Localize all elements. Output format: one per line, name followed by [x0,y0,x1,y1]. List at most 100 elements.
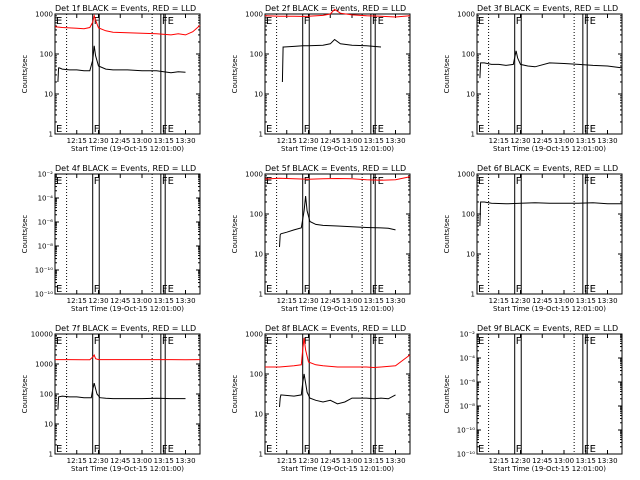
marker-label-bottom: FE [584,444,596,455]
y-tick-label: 1000 [245,11,263,19]
marker-label-top: E [56,336,62,347]
x-tick-label: 13:00 [132,297,152,305]
y-tick-label: 1 [49,131,53,139]
x-tick-label: 12:15 [489,297,509,305]
panel-title: Det 6f BLACK = Events, RED = LLD [477,164,618,173]
marker-label-bottom: FE [584,284,596,295]
marker-label-top: F [304,16,310,27]
x-tick-label: 12:15 [67,297,87,305]
marker-label-top: FE [584,336,596,347]
x-axis-label: Start Time (19-Oct-15 12:01:00) [281,145,394,153]
x-tick-label: 12:15 [67,457,87,465]
marker-label-bottom: F [516,124,522,135]
marker-label-top: F [94,336,100,347]
y-tick-label: 10 [466,251,475,259]
marker-label-bottom: FE [372,124,384,135]
marker-label-top: FE [372,16,384,27]
y-tick-label: 10 [254,251,263,259]
marker-label-top: FE [372,176,384,187]
panel-title: Det 2f BLACK = Events, RED = LLD [265,4,406,13]
y-tick-label: 1 [471,291,475,299]
x-tick-label: 13:30 [597,137,617,145]
y-tick-label: 10⁻² [38,171,54,179]
marker-label-top: E [478,336,484,347]
x-tick-label: 13:30 [175,137,195,145]
y-tick-label: 10⁻¹⁰ [457,427,475,435]
x-axis-label: Start Time (19-Oct-15 12:01:00) [493,305,606,313]
panel-title: Det 3f BLACK = Events, RED = LLD [477,4,618,13]
x-axis-label: Start Time (19-Oct-15 12:01:00) [493,465,606,473]
marker-label-top: F [516,176,522,187]
x-tick-label: 13:00 [554,457,574,465]
x-tick-label: 12:30 [88,297,108,305]
panel-4: Det 4f BLACK = Events, RED = LLD 10⁻¹⁰ 10⁻… [21,164,201,313]
x-tick-label: 13:30 [597,457,617,465]
marker-label-bottom: FE [584,124,596,135]
y-tick-label: 10⁻⁸ [460,403,476,411]
marker-label-bottom: F [304,124,310,135]
marker-label-bottom: F [304,284,310,295]
marker-label-bottom: FE [162,124,174,135]
y-tick-label: 10⁻² [460,331,476,339]
panel-5: Det 5f BLACK = Events, RED = LLD 1 10 100 10… [231,164,411,313]
x-tick-label: 12:30 [510,297,530,305]
y-axis-label: Counts/sec [443,375,451,414]
y-tick-label: 10⁻⁴ [460,355,476,363]
x-tick-label: 13:30 [385,297,405,305]
plot-frame [54,13,201,135]
marker-label-top: F [94,16,100,27]
panel-7: Det 7f BLACK = Events, RED = LLD 1 10 100 10… [21,324,201,473]
x-tick-label: 13:15 [364,297,384,305]
marker-label-top: FE [372,336,384,347]
y-tick-label: 10 [466,91,475,99]
y-tick-label: 1 [471,131,475,139]
marker-label-top: E [266,176,272,187]
marker-label-bottom: E [478,444,484,455]
x-axis-label: Start Time (19-Oct-15 12:01:00) [71,305,184,313]
y-axis-label: Counts/sec [21,215,29,254]
plot-frame [54,173,201,295]
x-tick-label: 12:30 [298,297,318,305]
panel-3: Det 3f BLACK = Events, RED = LLD 1 10 100 10… [443,4,623,153]
marker-label-bottom: FE [162,284,174,295]
panel-1: Det 1f BLACK = Events, RED = LLD 1 10 100 10… [21,4,201,153]
x-tick-label: 13:15 [364,457,384,465]
panel-2: Det 2f BLACK = Events, RED = LLD 1 10 100 10… [231,4,411,153]
marker-label-top: E [478,176,484,187]
series-line-red [54,13,201,36]
plot-frame [54,333,201,455]
x-tick-label: 13:00 [342,457,362,465]
x-tick-label: 12:15 [277,297,297,305]
marker-label-top: FE [162,336,174,347]
series-line-black [57,382,186,410]
x-axis-label: Start Time (19-Oct-15 12:01:00) [71,145,184,153]
x-tick-label: 12:45 [320,137,340,145]
marker-label-top: E [478,16,484,27]
y-tick-label: 10 [44,421,53,429]
y-tick-label: 1000 [245,331,263,339]
marker-label-bottom: F [304,444,310,455]
y-tick-label: 1 [49,451,53,459]
y-tick-label: 1 [259,291,263,299]
y-tick-label: 10⁻⁸ [38,243,54,251]
marker-label-top: F [516,16,522,27]
marker-label-top: FE [584,16,596,27]
series-line-black [279,196,396,248]
x-tick-label: 12:45 [110,457,130,465]
series-line-red [265,337,411,369]
panel-title: Det 4f BLACK = Events, RED = LLD [55,164,196,173]
x-axis-label: Start Time (19-Oct-15 12:01:00) [281,465,394,473]
panel-6: Det 6f BLACK = Events, RED = LLD 1 10 100 10… [443,164,623,313]
x-tick-label: 12:15 [489,137,509,145]
x-tick-label: 13:00 [554,297,574,305]
y-tick-label: 1000 [35,361,53,369]
marker-label-bottom: E [478,284,484,295]
x-tick-label: 12:45 [320,297,340,305]
marker-label-top: E [56,176,62,187]
marker-label-bottom: E [56,284,62,295]
x-tick-label: 13:15 [154,457,174,465]
x-tick-label: 12:45 [110,137,130,145]
x-axis-label: Start Time (19-Oct-15 12:01:00) [493,145,606,153]
marker-label-bottom: F [94,284,100,295]
marker-label-bottom: F [94,444,100,455]
